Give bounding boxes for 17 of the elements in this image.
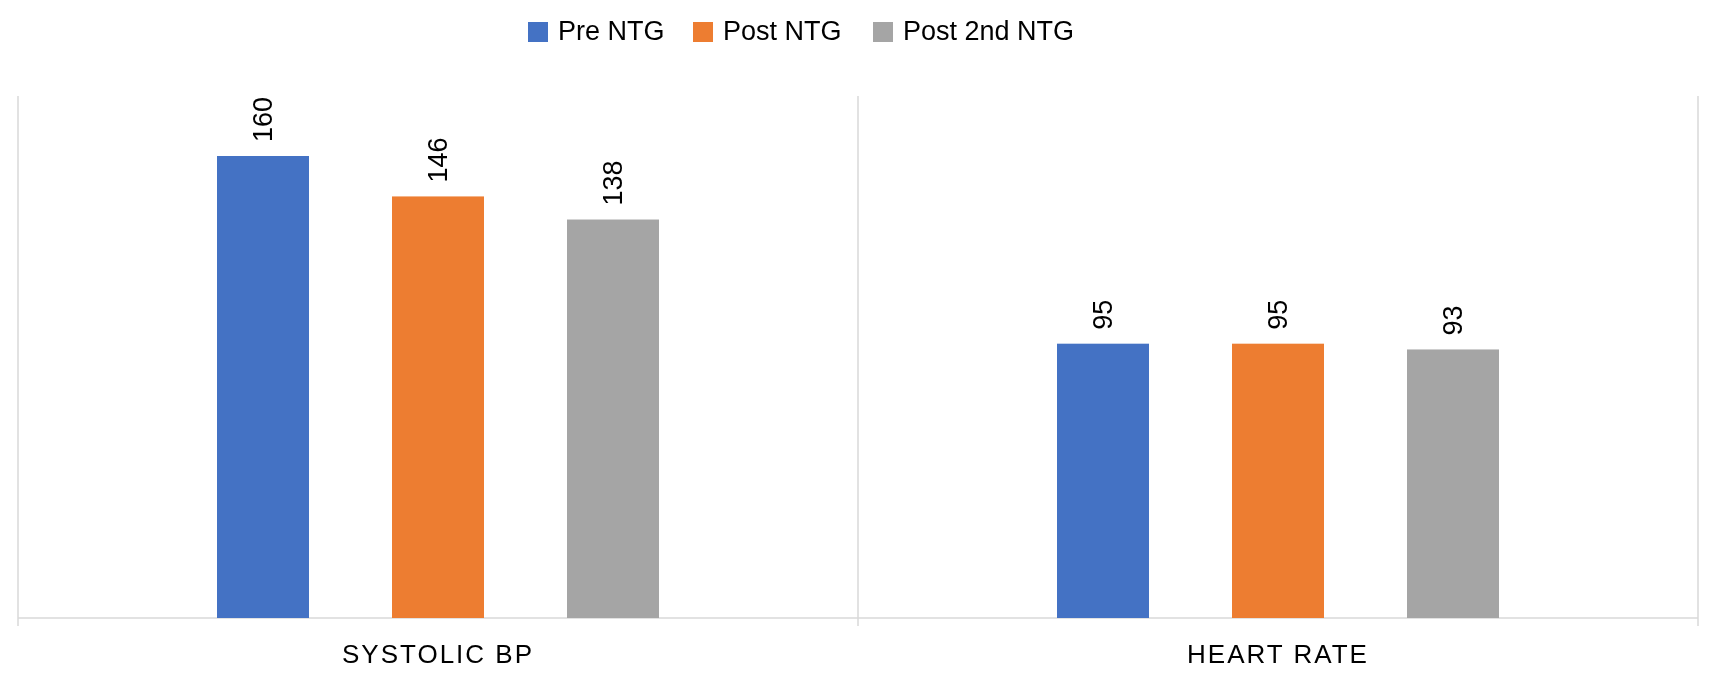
bar — [1232, 343, 1324, 618]
data-label: 95 — [1263, 299, 1293, 330]
data-label: 95 — [1088, 299, 1118, 330]
data-label: 146 — [423, 137, 453, 183]
x-tick-label: SYSTOLIC BP — [341, 639, 535, 669]
legend-label: Pre NTG — [558, 16, 665, 46]
data-label: 160 — [248, 96, 278, 142]
data-label: 138 — [598, 160, 628, 206]
bar — [217, 156, 309, 618]
data-label: 93 — [1438, 305, 1468, 336]
bar — [567, 219, 659, 618]
bar — [1407, 349, 1499, 618]
legend-label: Post NTG — [723, 16, 842, 46]
bar — [392, 196, 484, 618]
x-tick-label: HEART RATE — [1187, 639, 1369, 669]
bar — [1057, 343, 1149, 618]
legend-label: Post 2nd NTG — [903, 16, 1075, 46]
